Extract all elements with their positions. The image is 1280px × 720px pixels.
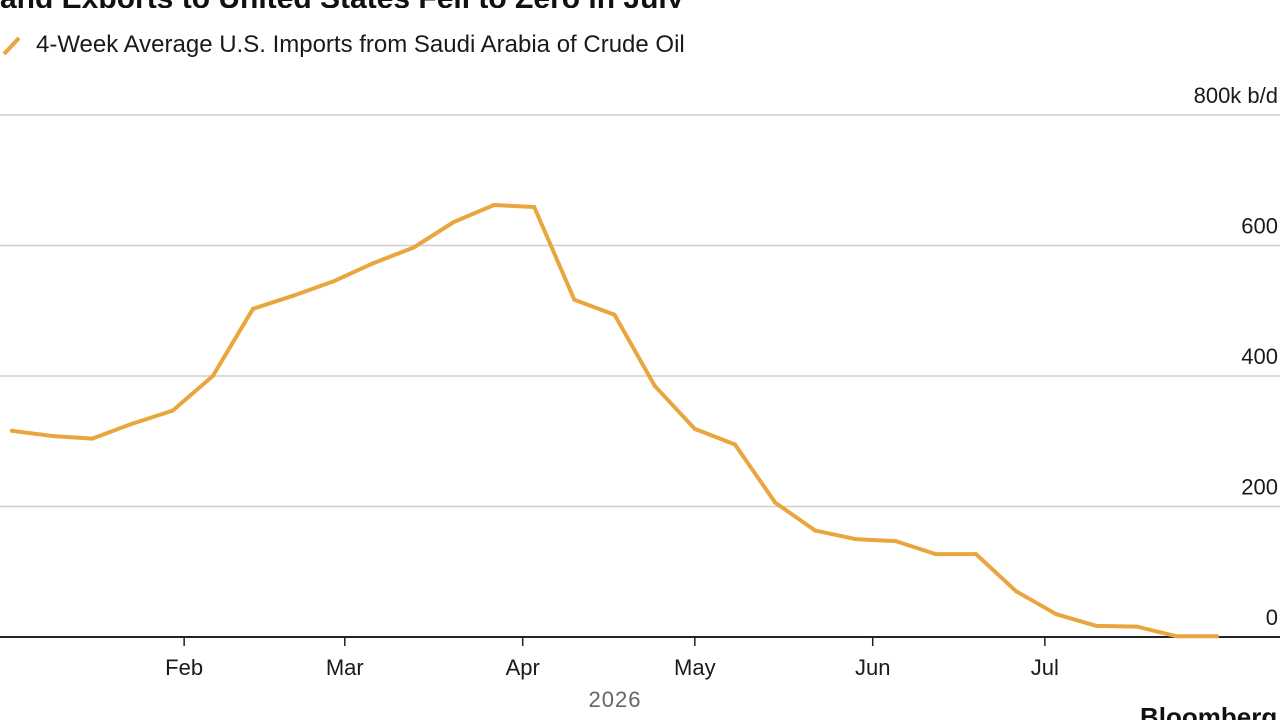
data-point xyxy=(50,434,55,439)
x-axis: Feb Mar Apr May Jun Jul xyxy=(0,636,1280,680)
y-axis-labels: 0 200 400 600 800k b/d xyxy=(1194,83,1278,630)
x-tick-label: Feb xyxy=(165,655,203,680)
y-tick-label: 600 xyxy=(1241,214,1278,239)
diagonal-line-icon xyxy=(2,36,21,56)
data-point xyxy=(1215,634,1219,639)
x-tick-label: Jul xyxy=(1031,655,1059,680)
data-point xyxy=(492,203,496,208)
x-tick-label: Mar xyxy=(326,655,364,680)
x-axis-year-label: 2026 xyxy=(589,687,642,712)
data-point xyxy=(813,528,818,533)
data-point xyxy=(291,293,296,298)
data-point xyxy=(974,552,978,557)
y-tick-label: 0 xyxy=(1266,605,1278,630)
data-point xyxy=(170,408,175,413)
x-tick-label: Jun xyxy=(855,655,890,680)
data-point xyxy=(853,537,858,542)
x-tick-label: Apr xyxy=(506,655,540,680)
data-point xyxy=(652,383,657,388)
y-tick-label: 800k b/d xyxy=(1194,83,1278,108)
source-logo: Bloomberg xyxy=(1140,702,1278,720)
data-point xyxy=(933,552,938,557)
data-point xyxy=(10,428,14,433)
series-line xyxy=(10,203,1219,639)
data-point xyxy=(1134,624,1139,629)
data-point xyxy=(733,442,737,447)
data-point xyxy=(1094,623,1099,628)
x-tick-label: May xyxy=(674,655,716,680)
data-point xyxy=(90,436,95,441)
data-point xyxy=(210,374,215,378)
data-point xyxy=(692,426,697,431)
data-point xyxy=(411,245,416,250)
y-tick-label: 200 xyxy=(1241,475,1278,500)
data-point xyxy=(572,297,577,302)
data-point xyxy=(532,205,537,210)
data-point xyxy=(893,539,898,544)
data-point xyxy=(451,220,456,225)
series-layer xyxy=(10,203,1219,639)
data-point xyxy=(773,500,778,505)
legend: 4-Week Average U.S. Imports from Saudi A… xyxy=(0,28,685,62)
data-point xyxy=(1174,634,1179,639)
gridlines xyxy=(0,114,1280,508)
chart-title: and Exports to United States Fell to Zer… xyxy=(0,0,780,8)
legend-label: 4-Week Average U.S. Imports from Saudi A… xyxy=(36,31,685,58)
data-point xyxy=(331,279,336,284)
data-point xyxy=(612,312,617,317)
data-point xyxy=(371,261,376,266)
data-point xyxy=(251,306,255,311)
data-point xyxy=(130,421,135,426)
data-point xyxy=(1054,612,1059,617)
y-tick-label: 400 xyxy=(1241,344,1278,369)
data-point xyxy=(1014,589,1019,594)
